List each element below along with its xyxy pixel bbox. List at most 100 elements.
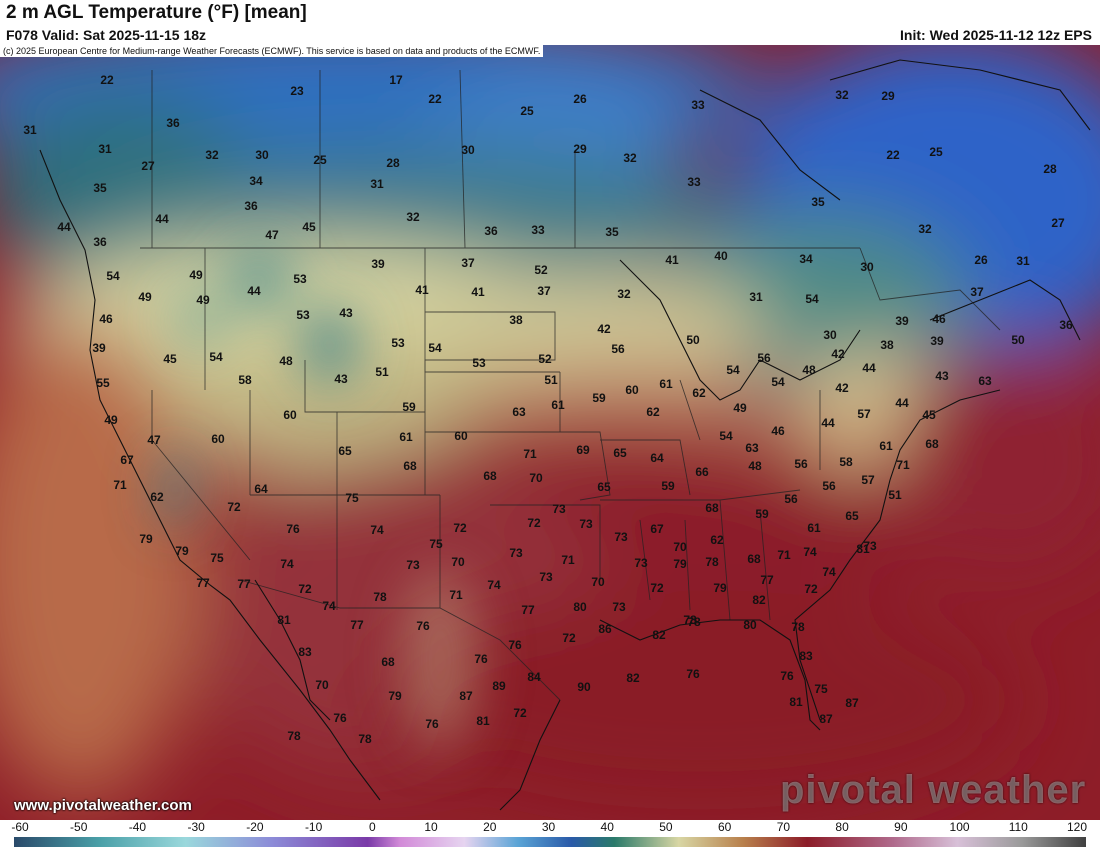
temperature-value: 49 (138, 290, 152, 304)
temperature-value: 78 (358, 732, 372, 746)
site-url[interactable]: www.pivotalweather.com (14, 797, 192, 814)
temperature-value: 43 (935, 369, 949, 383)
temperature-value: 36 (166, 116, 180, 130)
temperature-value: 32 (918, 222, 932, 236)
temperature-value: 83 (799, 649, 813, 663)
temperature-value: 81 (476, 714, 490, 728)
temperature-value: 53 (472, 356, 486, 370)
temperature-value: 31 (370, 177, 384, 191)
temperature-value: 70 (673, 540, 687, 554)
temperature-value: 53 (293, 272, 307, 286)
temperature-value: 61 (551, 398, 565, 412)
temperature-value: 45 (922, 408, 936, 422)
temperature-value: 87 (845, 696, 859, 710)
temperature-value: 68 (747, 552, 761, 566)
temperature-value: 62 (710, 533, 724, 547)
temperature-value: 22 (886, 148, 900, 162)
temperature-value: 71 (561, 553, 575, 567)
temperature-value: 75 (210, 551, 224, 565)
temperature-value: 56 (784, 492, 798, 506)
temperature-value: 25 (520, 104, 534, 118)
temperature-value: 81 (277, 613, 291, 627)
temperature-value: 71 (113, 478, 127, 492)
colorbar-tick: 70 (776, 820, 791, 834)
temperature-value: 45 (163, 352, 177, 366)
header: 2 m AGL Temperature (°F) [mean] F078 Val… (0, 0, 1100, 45)
temperature-value: 48 (748, 459, 762, 473)
temperature-value: 17 (389, 73, 403, 87)
temperature-value: 73 (406, 558, 420, 572)
temperature-value: 25 (313, 153, 327, 167)
temperature-value: 37 (461, 256, 475, 270)
temperature-value: 76 (286, 522, 300, 536)
valid-time: F078 Valid: Sat 2025-11-15 18z (6, 27, 207, 43)
temperature-value: 71 (896, 458, 910, 472)
temperature-value: 22 (100, 73, 114, 87)
temperature-value: 74 (822, 565, 836, 579)
temperature-value: 76 (416, 619, 430, 633)
temperature-value: 56 (822, 479, 836, 493)
temperature-value: 74 (322, 599, 336, 613)
temperature-value: 46 (932, 312, 946, 326)
temperature-value: 44 (57, 220, 71, 234)
temperature-value: 44 (862, 361, 876, 375)
init-time: Init: Wed 2025-11-12 12z EPS (900, 27, 1092, 43)
temperature-value: 54 (719, 429, 733, 443)
colorbar-tick: 30 (541, 820, 556, 834)
temperature-value: 73 (634, 556, 648, 570)
temperature-value: 59 (592, 391, 606, 405)
colorbar-tick: -30 (187, 820, 205, 834)
colorbar-tick: 120 (1066, 820, 1088, 834)
temperature-value: 60 (211, 432, 225, 446)
temperature-value: 37 (537, 284, 551, 298)
temperature-map[interactable]: 22 23 17 22 25 26 33 31 36 31 32 30 25 28 30 29 32 32 29 27… (0, 45, 1100, 820)
temperature-value: 63 (512, 405, 526, 419)
map-title: 2 m AGL Temperature (°F) [mean] (6, 2, 307, 23)
temperature-value: 67 (650, 522, 664, 536)
temperature-value: 39 (371, 257, 385, 271)
temperature-value: 69 (576, 443, 590, 457)
temperature-value: 36 (244, 199, 258, 213)
temperature-value: 84 (527, 670, 541, 684)
temperature-value: 74 (370, 523, 384, 537)
temperature-value: 81 (789, 695, 803, 709)
temperature-value: 28 (1043, 162, 1057, 176)
temperature-value: 50 (1011, 333, 1025, 347)
temperature-value: 72 (453, 521, 467, 535)
temperature-value: 53 (296, 308, 310, 322)
temperature-value: 30 (255, 148, 269, 162)
temperature-value: 32 (406, 210, 420, 224)
temperature-value: 30 (823, 328, 837, 342)
temperature-value: 44 (895, 396, 909, 410)
temperature-value: 43 (334, 372, 348, 386)
temperature-value: 48 (802, 363, 816, 377)
temperature-value: 79 (139, 532, 153, 546)
temperature-value: 52 (534, 263, 548, 277)
temperature-value: 58 (839, 455, 853, 469)
temperature-value: 30 (461, 143, 475, 157)
temperature-value: 62 (150, 490, 164, 504)
temperature-value: 54 (428, 341, 442, 355)
temperature-value: 80 (573, 600, 587, 614)
temperature-value: 71 (523, 447, 537, 461)
temperature-value: 34 (799, 252, 813, 266)
temperature-value: 68 (381, 655, 395, 669)
temperature-value: 77 (760, 573, 774, 587)
temperature-value: 73 (552, 502, 566, 516)
temperature-value: 29 (573, 142, 587, 156)
temperature-value: 27 (141, 159, 155, 173)
temperature-value: 60 (283, 408, 297, 422)
temperature-value: 42 (831, 347, 845, 361)
temperature-value: 39 (930, 334, 944, 348)
temperature-value: 87 (459, 689, 473, 703)
temperature-value: 36 (93, 235, 107, 249)
temperature-value: 89 (492, 679, 506, 693)
temperature-value: 31 (98, 142, 112, 156)
temperature-value: 33 (691, 98, 705, 112)
temperature-value: 52 (538, 352, 552, 366)
temperature-value: 72 (527, 516, 541, 530)
temperature-value: 42 (835, 381, 849, 395)
temperature-value: 35 (93, 181, 107, 195)
temperature-value: 44 (155, 212, 169, 226)
boundary-lines (140, 69, 1001, 701)
